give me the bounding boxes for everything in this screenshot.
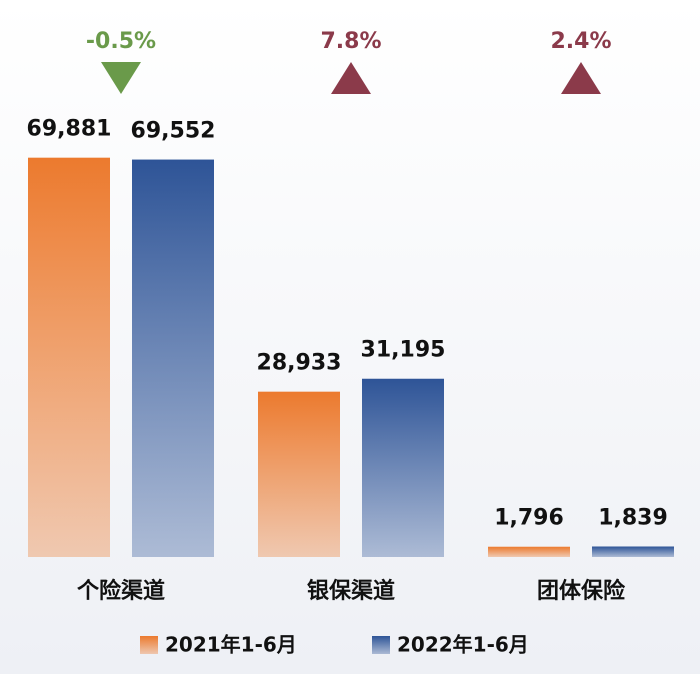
change-arrow — [101, 62, 141, 94]
change-arrow — [331, 62, 371, 94]
value-label: 69,881 — [27, 117, 112, 142]
change-arrow — [561, 62, 601, 94]
legend-swatch — [372, 636, 390, 654]
x-tick-label: 个险渠道 — [77, 578, 165, 604]
value-label: 31,195 — [361, 338, 446, 363]
bar — [362, 378, 444, 557]
legend-swatch — [140, 636, 158, 654]
value-label: 28,933 — [257, 351, 342, 376]
bar — [28, 157, 110, 557]
bar — [592, 546, 674, 557]
change-label: 2.4% — [550, 29, 611, 54]
legend-label: 2021年1-6月 — [165, 633, 297, 657]
change-label: 7.8% — [320, 29, 381, 54]
bar — [258, 391, 340, 557]
value-label: 1,796 — [494, 506, 564, 531]
bar — [488, 546, 570, 557]
value-label: 69,552 — [131, 119, 216, 144]
x-tick-label: 银保渠道 — [307, 578, 395, 604]
x-tick-label: 团体保险 — [537, 578, 626, 604]
change-label: -0.5% — [86, 29, 156, 54]
bar — [132, 159, 214, 557]
legend-label: 2022年1-6月 — [397, 633, 529, 657]
value-label: 1,839 — [598, 505, 668, 530]
